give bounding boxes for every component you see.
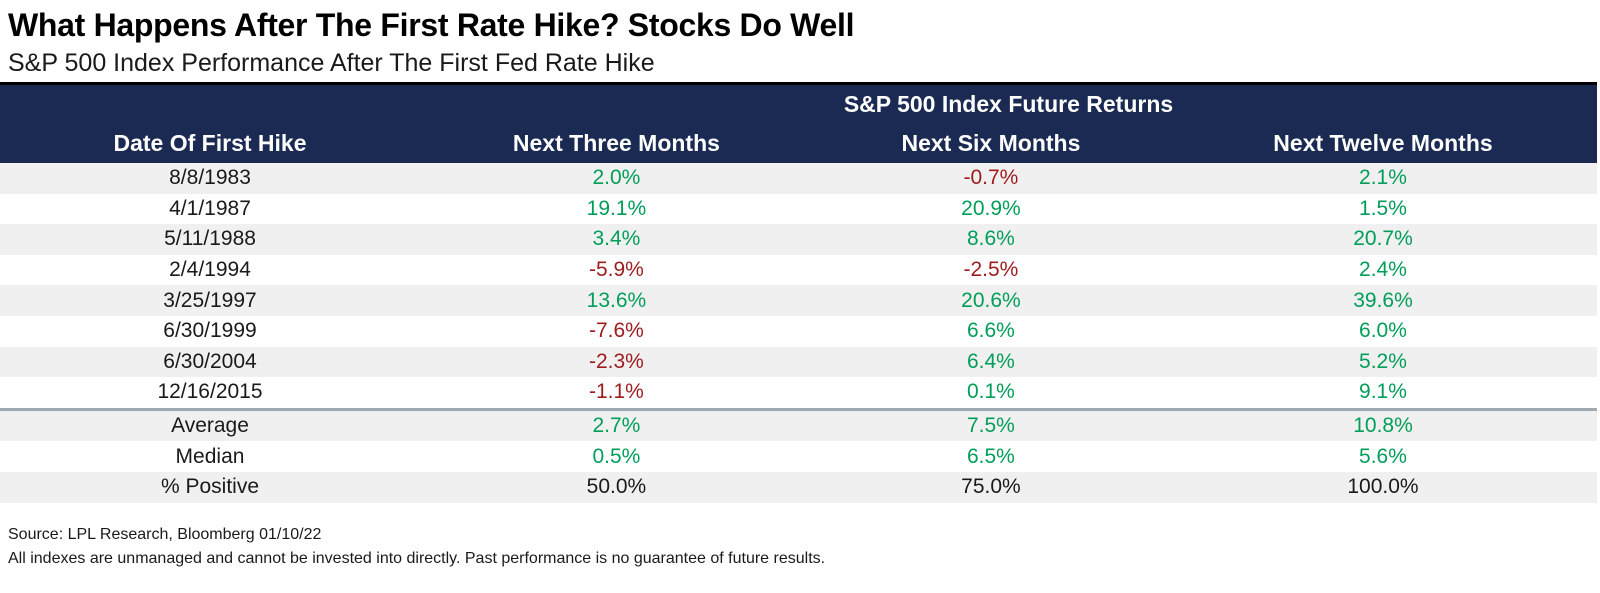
return-value-cell: 39.6% xyxy=(1353,288,1413,312)
return-value-cell: 5.2% xyxy=(1359,349,1407,373)
return-value-cell: 75.0% xyxy=(961,475,1021,499)
return-value-cell: 10.8% xyxy=(1168,407,1597,442)
table-body: 8/8/1983 2.0% -0.7% 2.1% 4/1/1987 19.1% 20.9% 1… xyxy=(0,163,1597,503)
row-label-cell: 8/8/1983 xyxy=(169,166,251,190)
page-title: What Happens After The First Rate Hike? … xyxy=(8,7,855,43)
row-label-cell: 2/4/1994 xyxy=(169,258,251,282)
return-value-cell: 50.0% xyxy=(586,475,647,499)
return-value-cell: 20.6% xyxy=(961,288,1021,312)
return-value-cell: 5.6% xyxy=(1359,444,1407,468)
return-value-cell: -2.5% xyxy=(963,258,1019,282)
column-header-six-months: Next Six Months xyxy=(812,123,1169,163)
return-value-cell: 6.6% xyxy=(966,319,1015,343)
return-value-cell: 20.7% xyxy=(1353,227,1413,251)
row-label-cell: % Positive xyxy=(160,475,260,499)
return-value-cell: 2.4% xyxy=(1359,258,1407,282)
row-label-cell: 3/25/1997 xyxy=(163,288,257,312)
return-value-cell: 6.0% xyxy=(1359,319,1407,343)
group-header-spacer xyxy=(0,83,420,123)
return-value-cell: 6.4% xyxy=(966,349,1015,373)
return-value-cell: 2.1% xyxy=(1359,166,1407,190)
table-row: 4/1/1987 19.1% 20.9% 1.5% xyxy=(0,193,1597,225)
row-label-cell: 4/1/1987 xyxy=(169,196,251,220)
table-row: 8/8/1983 2.0% -0.7% 2.1% xyxy=(0,163,1597,194)
row-label-cell: 6/30/1999 xyxy=(163,319,257,343)
row-label-cell: Median xyxy=(175,444,245,468)
return-value-cell: 0.1% xyxy=(966,380,1015,404)
table-row: 12/16/2015 -1.1% 0.1% 9.1% xyxy=(0,377,1597,410)
row-label-cell: 12/16/2015 xyxy=(157,380,263,404)
row-label-cell: Average xyxy=(0,407,420,442)
table-row: 6/30/1999 -7.6% 6.6% 6.0% xyxy=(0,315,1597,347)
row-label-cell: 5/11/1988 xyxy=(164,227,256,251)
return-value-cell: 13.6% xyxy=(586,288,647,312)
column-header-date: Date Of First Hike xyxy=(0,123,420,163)
group-header-row: S&P 500 Index Future Returns xyxy=(0,83,1597,123)
return-value-cell: 19.1% xyxy=(586,196,647,220)
column-header-three-months: Next Three Months xyxy=(420,123,813,163)
row-label-cell: 6/30/2004 xyxy=(163,349,257,373)
disclaimer-note: All indexes are unmanaged and cannot be … xyxy=(8,550,826,568)
return-value-cell: 2.0% xyxy=(592,166,641,190)
return-value-cell: 100.0% xyxy=(1347,475,1419,499)
return-value-cell: -2.3% xyxy=(589,349,644,373)
return-value-cell: 6.5% xyxy=(966,444,1015,468)
report-page: What Happens After The First Rate Hike? … xyxy=(0,7,1600,573)
table-row: Average 2.7% 7.5% 10.8% xyxy=(0,407,1597,442)
column-header-row: Date Of First Hike Next Three Months Nex… xyxy=(0,123,1597,163)
table-row: % Positive 50.0% 75.0% 100.0% xyxy=(0,471,1597,503)
column-header-twelve-months: Next Twelve Months xyxy=(1168,123,1597,163)
return-value-cell: -1.1% xyxy=(589,380,644,404)
footer: Source: LPL Research, Bloomberg 01/10/22… xyxy=(0,523,1600,573)
table-row: 5/11/1988 3.4% 8.6% 20.7% xyxy=(0,224,1597,255)
return-value-cell: 20.9% xyxy=(961,196,1021,220)
return-value-cell: 8.6% xyxy=(966,227,1015,251)
page-subtitle: S&P 500 Index Performance After The Firs… xyxy=(8,49,655,77)
table-row: 6/30/2004 -2.3% 6.4% 5.2% xyxy=(0,346,1597,378)
return-value-cell: 3.4% xyxy=(592,227,641,251)
table-row: 2/4/1994 -5.9% -2.5% 2.4% xyxy=(0,254,1597,286)
table-row: 3/25/1997 13.6% 20.6% 39.6% xyxy=(0,285,1597,316)
source-note: Source: LPL Research, Bloomberg 01/10/22 xyxy=(8,525,322,543)
group-header: S&P 500 Index Future Returns xyxy=(420,83,1597,123)
return-value-cell: 2.7% xyxy=(420,407,813,442)
return-value-cell: -7.6% xyxy=(589,319,644,343)
return-value-cell: 7.5% xyxy=(812,407,1169,442)
returns-table: S&P 500 Index Future Returns Date Of Fir… xyxy=(0,82,1597,503)
return-value-cell: 9.1% xyxy=(1359,380,1407,404)
return-value-cell: 0.5% xyxy=(592,444,641,468)
return-value-cell: 1.5% xyxy=(1359,196,1407,220)
return-value-cell: -5.9% xyxy=(589,258,644,282)
return-value-cell: -0.7% xyxy=(963,166,1019,190)
table-row: Median 0.5% 6.5% 5.6% xyxy=(0,441,1597,472)
